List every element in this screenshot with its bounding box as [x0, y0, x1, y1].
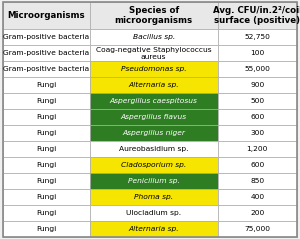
- Bar: [90, 141, 218, 157]
- Bar: [3, 173, 90, 189]
- Bar: [90, 109, 218, 125]
- Text: Alternaria sp.: Alternaria sp.: [128, 82, 179, 88]
- Text: Cladosporium sp.: Cladosporium sp.: [121, 162, 186, 168]
- Text: Ulocladium sp.: Ulocladium sp.: [126, 210, 181, 216]
- Text: Fungi: Fungi: [36, 226, 56, 232]
- Bar: [3, 205, 90, 221]
- Bar: [218, 141, 297, 157]
- Text: Aspergillus niger: Aspergillus niger: [122, 130, 185, 136]
- Text: Fungi: Fungi: [36, 130, 56, 136]
- Bar: [3, 93, 90, 109]
- Bar: [218, 77, 297, 93]
- Bar: [3, 189, 90, 205]
- Text: Fungi: Fungi: [36, 82, 56, 88]
- Text: Fungi: Fungi: [36, 210, 56, 216]
- Text: Phoma sp.: Phoma sp.: [134, 194, 173, 200]
- Text: 500: 500: [250, 98, 264, 104]
- Bar: [3, 61, 90, 77]
- Text: Gram-positive bacteria: Gram-positive bacteria: [3, 34, 89, 40]
- Text: Pseudomonas sp.: Pseudomonas sp.: [121, 66, 187, 72]
- Bar: [90, 221, 218, 237]
- Text: Bacillus sp.: Bacillus sp.: [133, 34, 175, 40]
- Bar: [218, 109, 297, 125]
- Bar: [218, 157, 297, 173]
- Text: 75,000: 75,000: [244, 226, 270, 232]
- Text: Alternaria sp.: Alternaria sp.: [128, 226, 179, 232]
- Bar: [218, 189, 297, 205]
- Bar: [218, 125, 297, 141]
- Text: Species of
microorganisms: Species of microorganisms: [115, 6, 193, 25]
- Bar: [218, 2, 297, 29]
- Bar: [90, 189, 218, 205]
- Bar: [3, 141, 90, 157]
- Text: Fungi: Fungi: [36, 162, 56, 168]
- Text: 600: 600: [250, 162, 264, 168]
- Bar: [3, 77, 90, 93]
- Bar: [90, 61, 218, 77]
- Bar: [218, 29, 297, 45]
- Bar: [3, 221, 90, 237]
- Text: 1,200: 1,200: [247, 146, 268, 152]
- Text: Gram-positive bacteria: Gram-positive bacteria: [3, 50, 89, 56]
- Bar: [3, 2, 90, 29]
- Text: Gram-positive bacteria: Gram-positive bacteria: [3, 66, 89, 72]
- Text: Microorganisms: Microorganisms: [8, 11, 85, 20]
- Bar: [90, 77, 218, 93]
- Text: Fungi: Fungi: [36, 146, 56, 152]
- Text: 300: 300: [250, 130, 264, 136]
- Text: Fungi: Fungi: [36, 114, 56, 120]
- Text: 600: 600: [250, 114, 264, 120]
- Bar: [3, 109, 90, 125]
- Text: 900: 900: [250, 82, 264, 88]
- Bar: [90, 29, 218, 45]
- Bar: [3, 125, 90, 141]
- Bar: [90, 173, 218, 189]
- Bar: [90, 2, 218, 29]
- Text: 200: 200: [250, 210, 264, 216]
- Text: 400: 400: [250, 194, 264, 200]
- Text: Avg. CFU/in.2²/coil
surface (positive): Avg. CFU/in.2²/coil surface (positive): [213, 6, 300, 25]
- Bar: [90, 125, 218, 141]
- Text: Coag-negative Staphylococcus
aureus: Coag-negative Staphylococcus aureus: [96, 47, 212, 60]
- Bar: [218, 45, 297, 61]
- Text: Fungi: Fungi: [36, 178, 56, 184]
- Bar: [90, 205, 218, 221]
- Bar: [218, 173, 297, 189]
- Bar: [3, 157, 90, 173]
- Text: Aureobasidium sp.: Aureobasidium sp.: [119, 146, 188, 152]
- Bar: [90, 45, 218, 61]
- Bar: [218, 205, 297, 221]
- Bar: [90, 93, 218, 109]
- Bar: [3, 45, 90, 61]
- Bar: [3, 29, 90, 45]
- Bar: [218, 221, 297, 237]
- Text: 850: 850: [250, 178, 264, 184]
- Text: 52,750: 52,750: [244, 34, 270, 40]
- Text: Aspergillus flavus: Aspergillus flavus: [121, 114, 187, 120]
- Text: 100: 100: [250, 50, 264, 56]
- Text: Penicillum sp.: Penicillum sp.: [128, 178, 180, 184]
- Bar: [218, 93, 297, 109]
- Text: Fungi: Fungi: [36, 98, 56, 104]
- Bar: [90, 157, 218, 173]
- Text: Fungi: Fungi: [36, 194, 56, 200]
- Text: 55,000: 55,000: [244, 66, 270, 72]
- Bar: [218, 61, 297, 77]
- Text: Aspergillus caespitosus: Aspergillus caespitosus: [110, 98, 198, 104]
